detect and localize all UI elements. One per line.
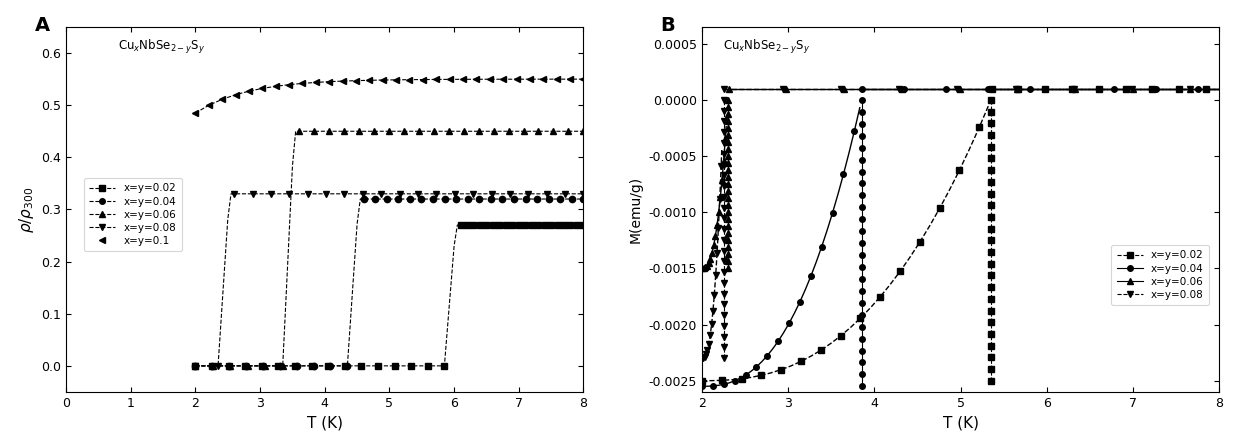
Y-axis label: M(emu/g): M(emu/g): [629, 176, 644, 243]
Text: Cu$_x$NbSe$_{2-y}$S$_y$: Cu$_x$NbSe$_{2-y}$S$_y$: [118, 38, 205, 56]
Text: A: A: [35, 16, 50, 35]
Text: Cu$_x$NbSe$_{2-y}$S$_y$: Cu$_x$NbSe$_{2-y}$S$_y$: [723, 38, 810, 56]
Legend: x=y=0.02, x=y=0.04, x=y=0.06, x=y=0.08: x=y=0.02, x=y=0.04, x=y=0.06, x=y=0.08: [1111, 245, 1209, 305]
X-axis label: T (K): T (K): [306, 415, 342, 430]
Legend: x=y=0.02, x=y=0.04, x=y=0.06, x=y=0.08, x=y=0.1: x=y=0.02, x=y=0.04, x=y=0.06, x=y=0.08, …: [84, 178, 182, 251]
Y-axis label: $\rho/\rho_{300}$: $\rho/\rho_{300}$: [16, 186, 36, 232]
X-axis label: T (K): T (K): [942, 415, 978, 430]
Text: B: B: [661, 16, 676, 35]
